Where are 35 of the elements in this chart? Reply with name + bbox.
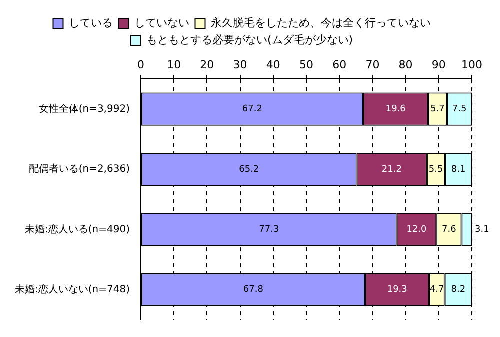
data-label: 67.8 <box>243 285 264 296</box>
data-label: 5.7 <box>430 104 445 115</box>
data-label: 19.3 <box>387 285 408 296</box>
data-label: 7.5 <box>452 104 467 115</box>
x-tick-label: 80 <box>398 58 413 72</box>
data-label: 7.6 <box>442 225 457 236</box>
x-tick-label: 90 <box>432 58 446 72</box>
legend-label: していない <box>134 16 190 30</box>
y-tick-label: 未婚:恋人いる(n=490) <box>24 223 130 236</box>
x-tick-label: 30 <box>233 58 248 72</box>
y-tick-label: 女性全体(n=3,992) <box>38 102 130 115</box>
data-label: 65.2 <box>239 164 260 175</box>
data-label: 3.1 <box>475 225 490 236</box>
data-label: 67.2 <box>242 104 262 115</box>
data-label: 8.1 <box>451 164 466 175</box>
y-tick-label: 配偶者いる(n=2,636) <box>28 163 130 176</box>
data-label: 19.6 <box>386 104 406 115</box>
x-tick-label: 10 <box>167 58 182 72</box>
y-tick-label: 未婚:恋人いない(n=748) <box>14 283 130 296</box>
data-label: 12.0 <box>406 225 428 236</box>
data-label: 77.3 <box>259 225 280 236</box>
x-tick-label: 100 <box>462 58 482 72</box>
data-label: 21.2 <box>382 164 402 175</box>
x-tick-label: 0 <box>137 58 144 72</box>
x-tick-label: 70 <box>366 58 380 72</box>
data-label: 8.2 <box>451 285 466 296</box>
data-label: 5.5 <box>428 164 444 175</box>
x-tick-label: 20 <box>200 58 214 72</box>
legend-label: もともとする必要がない(ムダ毛が少ない) <box>146 33 354 46</box>
data-label: 4.7 <box>430 285 444 296</box>
x-tick-label: 60 <box>332 58 347 72</box>
legend-label: している <box>68 16 113 30</box>
x-tick-label: 40 <box>266 58 280 72</box>
x-tick-label: 50 <box>299 58 314 72</box>
legend-label: 永久脱毛をしたため、今は全く行っていない <box>210 16 431 30</box>
